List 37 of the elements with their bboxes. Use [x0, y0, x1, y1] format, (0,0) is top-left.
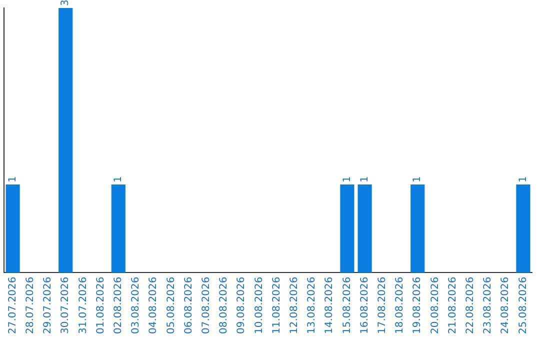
x-tick-label: 13.08.2026	[306, 276, 318, 334]
x-tick-label: 12.08.2026	[288, 276, 300, 334]
data-label: 1	[7, 176, 18, 182]
x-tick-label: 05.08.2026	[166, 276, 177, 334]
x-tick-label: 20.08.2026	[430, 276, 441, 334]
x-tick-label: 07.08.2026	[200, 276, 212, 334]
data-label: 1	[359, 176, 370, 182]
data-label: 1	[342, 176, 353, 182]
x-tick-label: 31.07.2026	[78, 276, 89, 334]
x-tick-label: 23.08.2026	[482, 276, 494, 334]
x-tick-label: 14.08.2026	[324, 276, 336, 334]
x-tick-label: 24.08.2026	[500, 276, 512, 334]
data-label: 1	[412, 176, 424, 182]
x-tick-label: 19.08.2026	[412, 276, 424, 334]
x-tick-label: 27.07.2026	[7, 276, 18, 334]
x-tick-label: 11.08.2026	[271, 276, 282, 334]
x-tick-label: 17.08.2026	[376, 276, 388, 334]
data-label: 1	[518, 176, 529, 182]
x-tick-label: 03.08.2026	[130, 276, 142, 334]
x-tick-label: 01.08.2026	[95, 276, 106, 334]
x-tick-label: 28.07.2026	[24, 276, 36, 334]
x-tick-label: 30.07.2026	[60, 276, 72, 334]
x-tick-label: 02.08.2026	[112, 276, 124, 334]
x-tick-label: 22.08.2026	[464, 276, 476, 334]
x-tick-label: 08.08.2026	[218, 276, 230, 334]
x-tick-label: 04.08.2026	[148, 276, 160, 334]
data-label: 3	[60, 0, 72, 6]
x-tick-label: 16.08.2026	[359, 276, 370, 334]
x-tick-label: 18.08.2026	[394, 276, 406, 334]
x-tick-label: 09.08.2026	[236, 276, 248, 334]
x-tick-label: 06.08.2026	[183, 276, 194, 334]
x-tick-label: 10.08.2026	[254, 276, 265, 334]
x-tick-label: 15.08.2026	[342, 276, 353, 334]
data-label: 1	[112, 176, 124, 182]
x-tick-label: 21.08.2026	[447, 276, 458, 334]
x-tick-label: 25.08.2026	[518, 276, 529, 334]
x-tick-label: 29.07.2026	[42, 276, 54, 334]
